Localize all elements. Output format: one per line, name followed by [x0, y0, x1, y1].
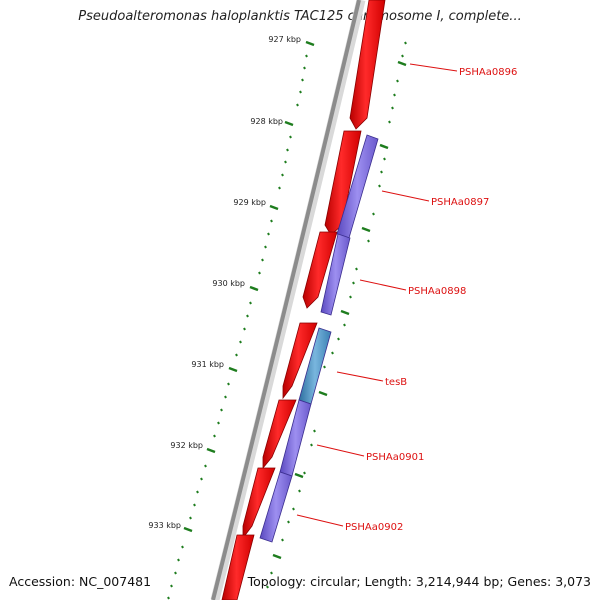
topology-summary: Topology: circular; Length: 3,214,944 bp…	[247, 574, 591, 589]
map-title: Pseudoalteromonas haloplanktis TAC125 ch…	[78, 9, 522, 24]
gene-feature	[302, 231, 338, 309]
ruler-tick-label: 928 kbp	[250, 117, 283, 126]
ruler-tick-label: 932 kbp	[170, 441, 203, 450]
gene-feature	[324, 130, 362, 236]
gene-feature	[221, 534, 255, 600]
cds-feature	[320, 233, 351, 316]
ruler-minor-ticks-left	[167, 54, 308, 600]
cds-features	[259, 134, 379, 543]
ruler-major-ticks	[183, 40, 315, 533]
cds-feature	[259, 471, 293, 543]
gene-label-leader	[296, 514, 344, 527]
ruler-tick-label: 927 kbp	[268, 35, 301, 44]
gene-label: PSHAa0901	[366, 452, 424, 463]
ruler-major-tick	[269, 204, 279, 211]
gene-label-leader	[409, 63, 458, 72]
ruler-tick-label: 929 kbp	[233, 198, 266, 207]
genome-backbone	[211, 0, 361, 600]
ruler-major-tick	[305, 40, 315, 47]
ruler-major-tick	[228, 366, 238, 373]
gene-label: PSHAa0898	[408, 286, 466, 297]
gene-label: tesB	[385, 377, 407, 388]
gene-feature	[242, 467, 276, 540]
feature-track-dashes	[272, 60, 407, 560]
gene-label: PSHAa0902	[345, 522, 403, 533]
ruler-tick-label: 930 kbp	[212, 279, 245, 288]
gene-label: PSHAa0897	[431, 197, 489, 208]
ruler-major-tick	[206, 447, 216, 454]
ruler-major-tick	[284, 120, 294, 127]
gene-feature	[282, 322, 318, 400]
ruler-tick-label: 931 kbp	[191, 360, 224, 369]
forward-features	[221, 0, 386, 600]
ruler-tick-label: 933 kbp	[148, 521, 181, 530]
gene-label-leader	[336, 371, 384, 382]
gene-label-leader	[359, 279, 407, 291]
gene-label: PSHAa0896	[459, 67, 517, 78]
ruler-major-tick	[249, 285, 259, 292]
gene-label-leader	[381, 190, 430, 202]
gene-feature	[262, 399, 297, 470]
feature-track-dots	[266, 41, 407, 589]
accession-text: Accession: NC_007481	[9, 574, 152, 589]
gene-label-leaders	[296, 63, 458, 527]
gene-label-leader	[316, 444, 365, 457]
ruler-major-tick	[183, 526, 193, 533]
gene-feature	[349, 0, 386, 130]
